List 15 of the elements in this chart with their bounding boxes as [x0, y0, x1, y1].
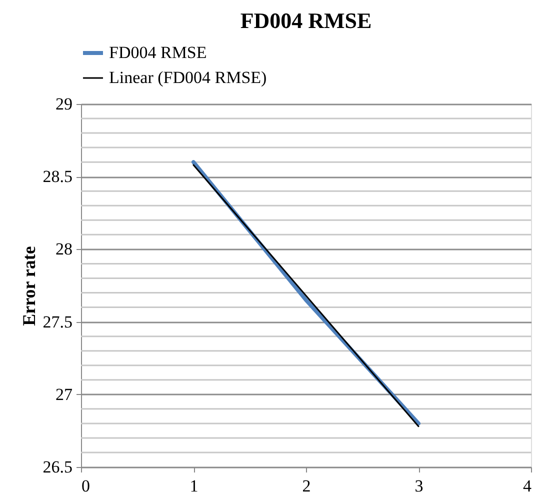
- x-tick-label: 1: [190, 476, 198, 496]
- y-tick-label: 27: [56, 384, 73, 404]
- y-tick-label: 27.5: [42, 312, 72, 332]
- legend-label: Linear (FD004 RMSE): [109, 68, 267, 87]
- x-tick-label: 2: [302, 476, 311, 496]
- y-tick-label: 26.5: [42, 458, 72, 476]
- x-tick-label: 0: [82, 476, 90, 496]
- x-tick-label: 3: [414, 476, 424, 496]
- y-tick-label: 28: [56, 240, 72, 259]
- y-axis-title: Error rate: [18, 246, 39, 326]
- y-tick-label: 28.5: [42, 167, 72, 186]
- chart-title: FD004 RMSE: [240, 8, 372, 33]
- x-tick-label: 4: [523, 476, 532, 496]
- y-tick-label: 29: [56, 94, 72, 114]
- legend-label: FD004 RMSE: [109, 43, 207, 62]
